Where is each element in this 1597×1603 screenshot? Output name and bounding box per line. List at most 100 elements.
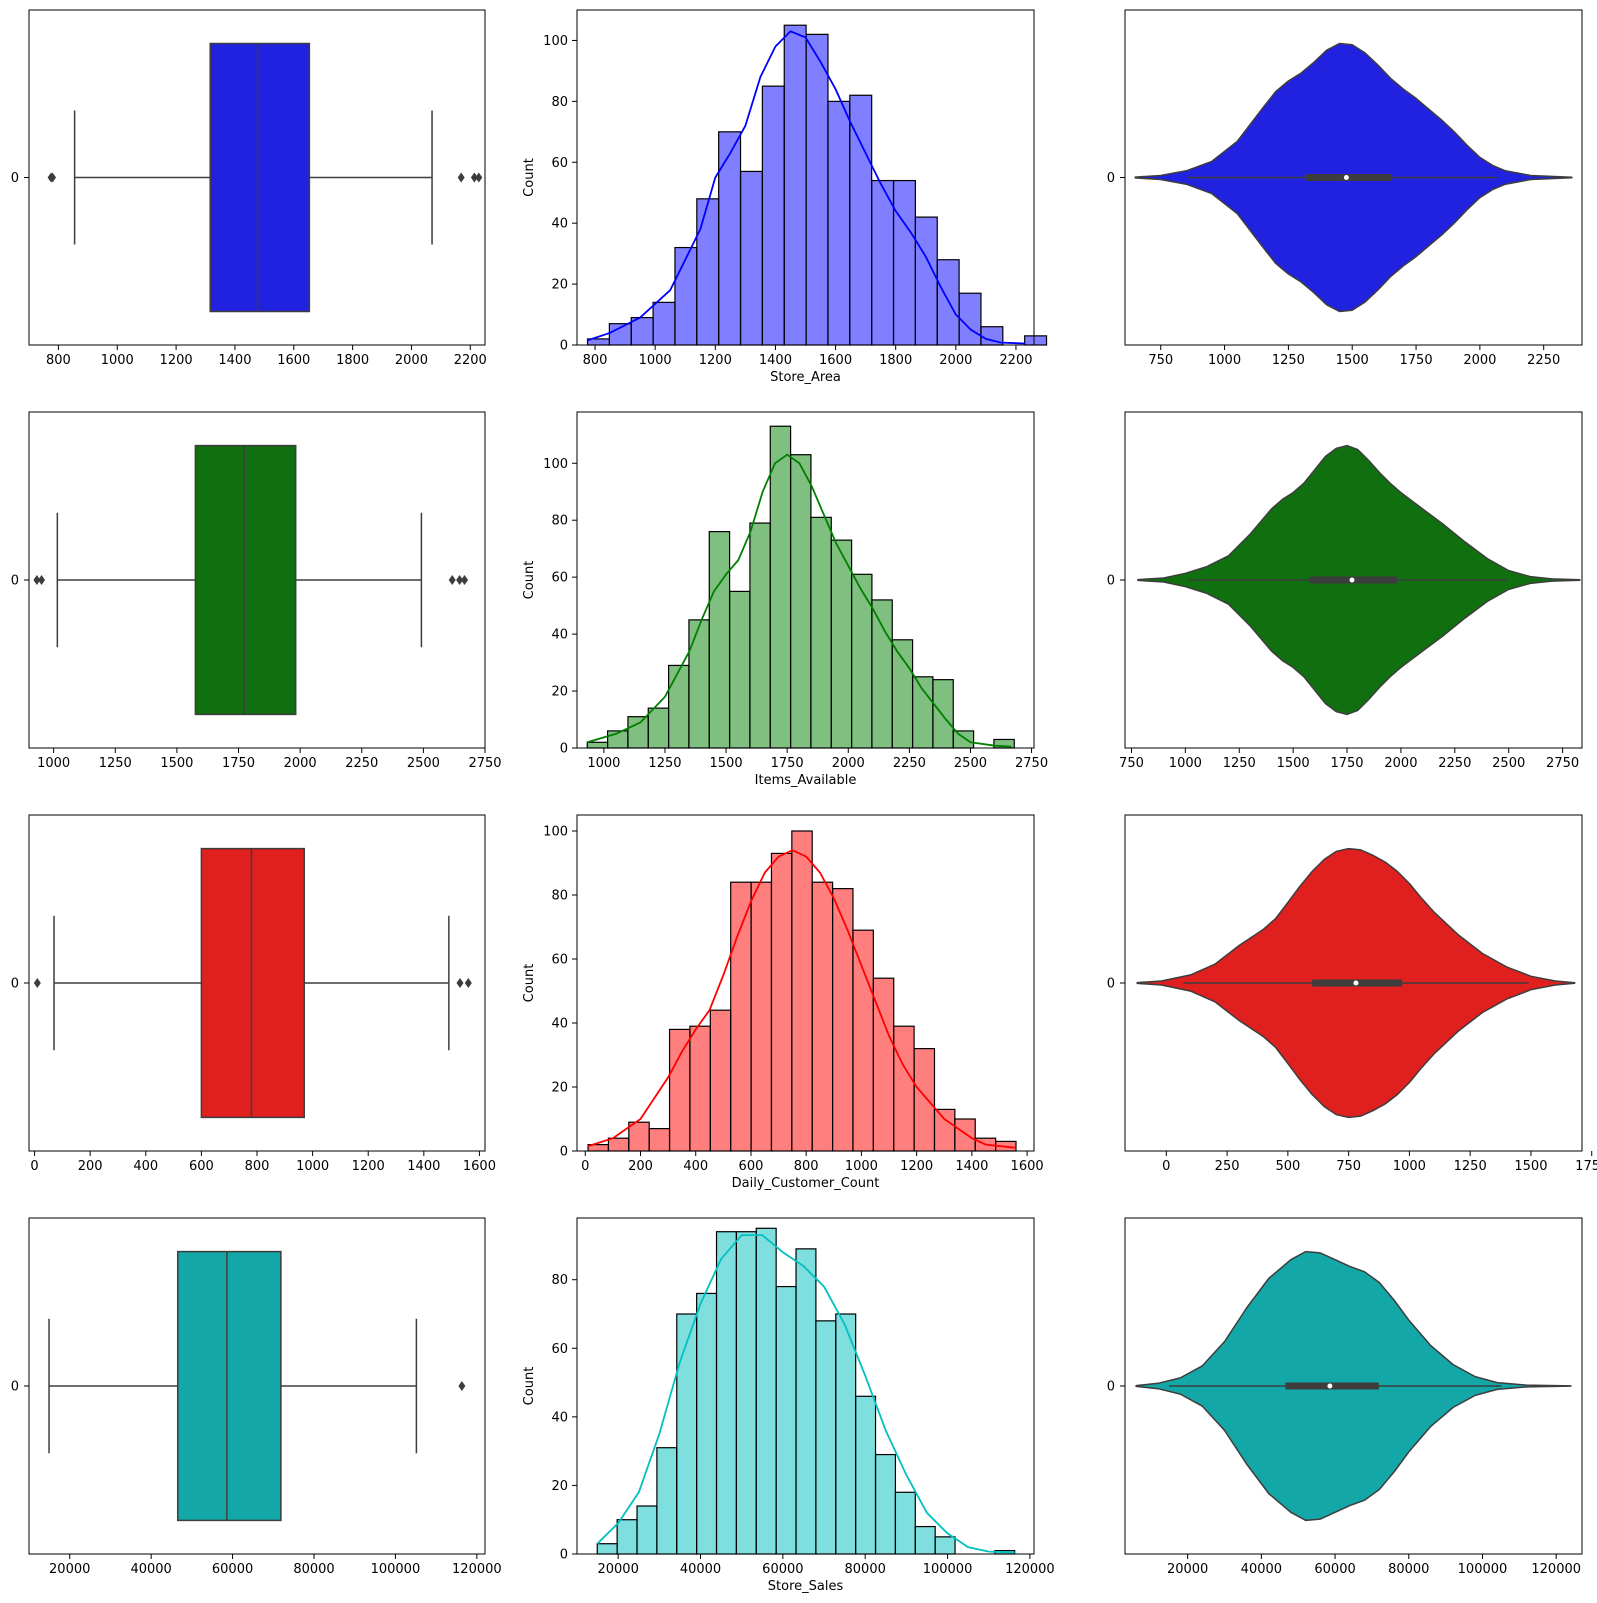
boxplot-Store_Sales: 20000 40000 60000 80000 100000 120000 0 bbox=[11, 1217, 502, 1577]
histogram-bar bbox=[636, 1505, 658, 1555]
histogram-bar bbox=[892, 179, 916, 346]
outlier-marker bbox=[475, 172, 483, 183]
histogram-bar bbox=[668, 1028, 691, 1152]
histogram-bar bbox=[652, 301, 676, 346]
x-tick-label: 1400 bbox=[218, 353, 251, 368]
x-tick-label: 0 bbox=[1162, 1159, 1170, 1174]
histogram-bar bbox=[932, 679, 954, 749]
boxplot-Store_Area: 800 1000 1200 1400 1600 1800 2000 2200 0 bbox=[11, 9, 487, 368]
x-tick-label: 1000 bbox=[587, 756, 620, 771]
x-tick-label: 2250 bbox=[1527, 353, 1560, 368]
histogram-bar bbox=[628, 1121, 650, 1152]
x-tick-label: 1800 bbox=[879, 353, 912, 368]
x-tick-label: 1250 bbox=[1272, 353, 1305, 368]
y-tick-label: 0 bbox=[560, 1145, 568, 1160]
x-tick-label: 250 bbox=[1215, 1159, 1240, 1174]
x-tick-label: 1000 bbox=[845, 1159, 878, 1174]
x-tick-label: 2200 bbox=[454, 353, 487, 368]
x-axis-label: Daily_Customer_Count bbox=[732, 1176, 880, 1191]
histogram-bar bbox=[770, 852, 793, 1152]
histogram-bar bbox=[667, 664, 690, 749]
histogram-bar bbox=[730, 881, 752, 1152]
histogram-bar bbox=[739, 170, 763, 346]
histogram-bar bbox=[750, 881, 773, 1152]
kde-line bbox=[587, 453, 1012, 748]
histogram-bar bbox=[1024, 335, 1048, 346]
x-tick-label: 1200 bbox=[352, 1159, 385, 1174]
histogram-bar bbox=[627, 716, 649, 749]
y-axis-label: Count bbox=[522, 964, 537, 1003]
x-tick-label: 2200 bbox=[999, 353, 1032, 368]
x-tick-label: 1750 bbox=[1330, 756, 1363, 771]
histogram-bar bbox=[811, 881, 834, 1152]
x-tick-label: 800 bbox=[794, 1159, 819, 1174]
violin-median-dot bbox=[1343, 175, 1349, 180]
x-tick-label: 0 bbox=[581, 1159, 589, 1174]
violin-Store_Area: 750 1000 1250 1500 1750 2000 2250 0 bbox=[1107, 9, 1583, 368]
x-tick-label: 2500 bbox=[407, 756, 440, 771]
x-tick-label: 60000 bbox=[762, 1562, 803, 1577]
x-tick-label: 1400 bbox=[407, 1159, 440, 1174]
outlier-marker bbox=[33, 575, 41, 585]
histogram-bar bbox=[952, 730, 975, 749]
violin-median-dot bbox=[1353, 980, 1359, 986]
x-tick-label: 1500 bbox=[1514, 1159, 1547, 1174]
histogram-bar bbox=[676, 1313, 698, 1555]
histogram-bar bbox=[715, 1231, 737, 1555]
x-tick-label: 1000 bbox=[37, 756, 70, 771]
y-tick-label: 0 bbox=[560, 742, 568, 757]
outlier-marker bbox=[33, 978, 41, 988]
axes-frame bbox=[576, 1217, 1035, 1555]
y-tick-label: 0 bbox=[1107, 574, 1115, 589]
x-tick-label: 1600 bbox=[1011, 1159, 1044, 1174]
y-tick-label: 0 bbox=[11, 574, 19, 589]
x-tick-label: 2750 bbox=[468, 756, 501, 771]
y-tick-label: 80 bbox=[551, 95, 568, 110]
y-tick-label: 40 bbox=[551, 628, 568, 643]
violin-median-dot bbox=[1349, 577, 1355, 583]
x-tick-label: 1800 bbox=[336, 353, 369, 368]
y-tick-label: 60 bbox=[551, 953, 568, 968]
x-tick-label: 40000 bbox=[130, 1562, 171, 1577]
violin-Store_Sales: 20000 40000 60000 80000 100000 120000 0 bbox=[1107, 1217, 1583, 1577]
y-tick-label: 0 bbox=[1107, 171, 1115, 186]
x-tick-label: 200 bbox=[628, 1159, 653, 1174]
x-tick-label: 100000 bbox=[371, 1562, 421, 1577]
x-tick-label: 120000 bbox=[452, 1562, 502, 1577]
histogram-bar bbox=[911, 676, 934, 749]
y-tick-label: 20 bbox=[551, 685, 568, 700]
histogram-bar bbox=[894, 1491, 916, 1555]
histogram-Items_Available: 1000 1250 1500 1750 2000 2250 2500 2750 0 20 40 60 8… bbox=[522, 411, 1048, 788]
x-tick-label: 100000 bbox=[923, 1562, 973, 1577]
y-tick-label: 0 bbox=[1107, 1380, 1115, 1395]
histogram-bar bbox=[761, 85, 785, 346]
kde-line bbox=[587, 849, 1017, 1149]
x-tick-label: 1500 bbox=[1336, 353, 1369, 368]
x-tick-label: 1000 bbox=[1393, 1159, 1426, 1174]
histogram-bar bbox=[674, 246, 698, 346]
histogram-bar bbox=[586, 741, 609, 749]
histogram-bar bbox=[893, 1025, 915, 1152]
y-axis-label: Count bbox=[522, 1367, 537, 1406]
histogram-bar bbox=[954, 1118, 976, 1152]
x-tick-label: 1000 bbox=[639, 353, 672, 368]
histogram-bar bbox=[647, 707, 670, 749]
y-tick-label: 60 bbox=[551, 156, 568, 171]
x-tick-label: 1750 bbox=[222, 756, 255, 771]
histogram-bar bbox=[852, 929, 874, 1152]
x-tick-label: 2250 bbox=[1438, 756, 1471, 771]
x-tick-label: 1250 bbox=[648, 756, 681, 771]
x-axis-label: Store_Sales bbox=[768, 1579, 844, 1594]
x-tick-label: 1000 bbox=[101, 353, 134, 368]
boxplot-Daily_Customer_Count: 0 200 400 600 800 1000 1200 1400 1600 0 bbox=[11, 814, 496, 1174]
y-tick-label: 0 bbox=[560, 1548, 568, 1563]
x-tick-label: 20000 bbox=[597, 1562, 638, 1577]
histogram-bar bbox=[914, 1525, 936, 1555]
x-tick-label: 800 bbox=[245, 1159, 270, 1174]
x-tick-label: 1500 bbox=[160, 756, 193, 771]
histogram-bar bbox=[805, 33, 829, 346]
histogram-bar bbox=[630, 316, 654, 346]
box-iqr bbox=[176, 1250, 282, 1522]
y-tick-label: 0 bbox=[11, 171, 19, 186]
